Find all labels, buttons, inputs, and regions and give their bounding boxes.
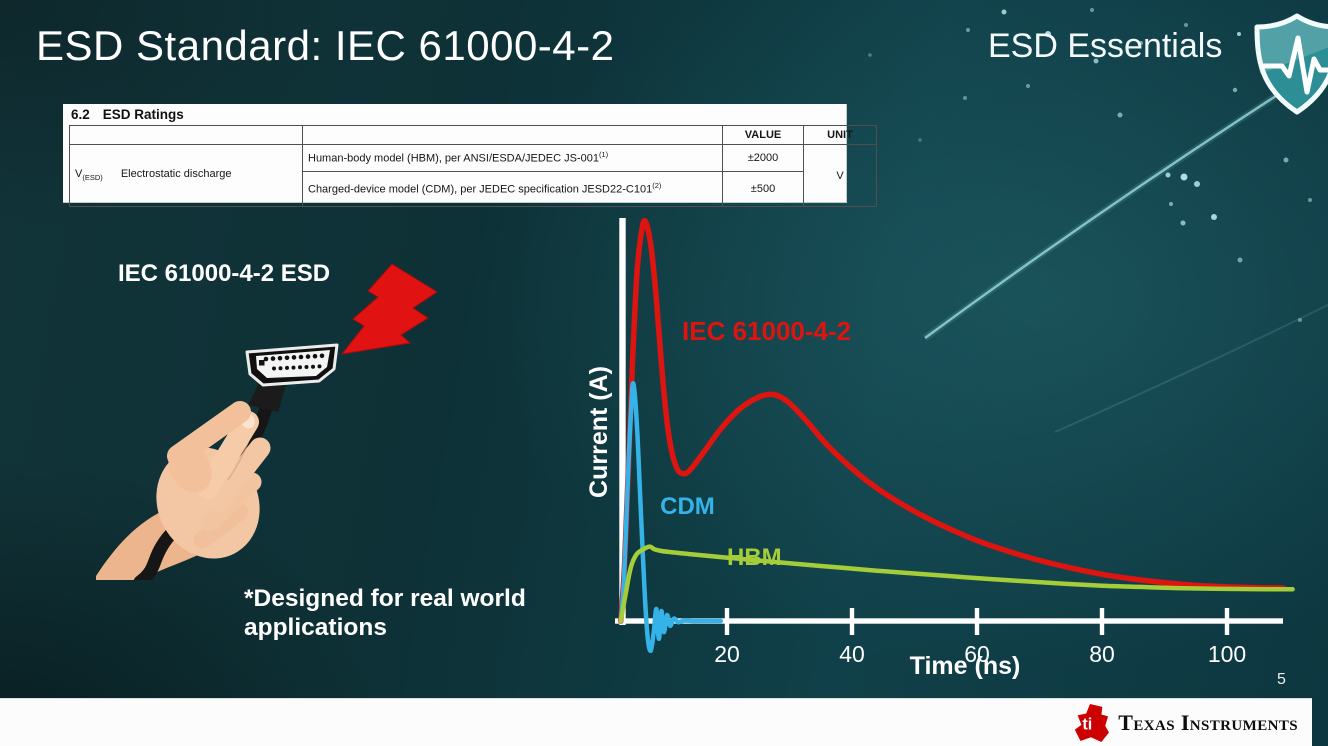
series-curve-cdm xyxy=(618,381,724,654)
ti-wordmark: Texas Instruments xyxy=(1118,710,1298,735)
x-axis-tick xyxy=(724,608,730,635)
series-label: IEC 61000-4-2 xyxy=(682,316,851,346)
x-tick-label: 100 xyxy=(1208,641,1246,667)
chart-y-axis-label: Current (A) xyxy=(585,366,613,498)
ti-logo: ti Texas Instruments xyxy=(1071,699,1298,746)
table-header-row: VALUE UNIT xyxy=(69,125,877,145)
x-tick-label: 80 xyxy=(1089,641,1115,667)
chart-x-axis-label: Time (ns) xyxy=(909,652,1021,680)
starfield-decoration xyxy=(868,8,1312,322)
illustration-caption: IEC 61000-4-2 ESD xyxy=(118,260,331,287)
hand-hdmi-esd-illustration xyxy=(96,263,438,580)
x-axis-tick xyxy=(849,608,855,635)
series-label: HBM xyxy=(727,544,782,571)
y-axis-line xyxy=(619,218,626,625)
hbm-value: ±2000 xyxy=(722,144,804,172)
cdm-value: ±500 xyxy=(722,171,804,207)
thumb xyxy=(167,401,251,467)
x-tick-label: 40 xyxy=(839,641,865,667)
lightning-bolt-icon xyxy=(340,263,438,355)
header-unit: UNIT xyxy=(803,125,877,145)
cdm-description: Charged-device model (CDM), per JEDEC sp… xyxy=(302,171,723,207)
page-number: 5 xyxy=(1277,671,1286,688)
unit-cell: V xyxy=(803,144,877,207)
x-tick-label: 20 xyxy=(714,641,740,667)
series-curve-hbm xyxy=(618,544,1295,624)
pinky-finger xyxy=(193,503,249,549)
light-beam xyxy=(922,58,1328,433)
ti-monogram: ti xyxy=(1083,716,1093,734)
series-curve-iec-61000-4-2 xyxy=(618,217,1287,624)
x-axis-tick xyxy=(1099,608,1105,635)
parameter-symbol: V(ESD) xyxy=(75,168,103,183)
table-section-heading: 6.2 ESD Ratings xyxy=(71,107,842,122)
parameter-cell: V(ESD) Electrostatic discharge xyxy=(69,144,303,207)
illustration-footnote: *Designed for real world applications xyxy=(244,584,526,643)
parameter-name: Electrostatic discharge xyxy=(120,168,232,181)
esd-waveform-chart: 20 40 60 80 100 IEC 61000-4-2 CDM HBM xyxy=(615,217,1295,667)
section-title: ESD Ratings xyxy=(102,107,184,122)
x-axis-tick xyxy=(974,608,980,635)
footer-bar: ti Texas Instruments xyxy=(0,698,1312,746)
ti-bug-icon: ti xyxy=(1075,704,1110,742)
index-finger xyxy=(197,411,259,499)
hdmi-connector-icon xyxy=(245,343,339,387)
section-number: 6.2 xyxy=(71,107,90,122)
footnote-line1: *Designed for real world xyxy=(244,585,526,612)
esd-ratings-table: VALUE UNIT V(ESD) Electrostatic discharg… xyxy=(69,125,877,207)
header-empty-cell xyxy=(69,125,303,145)
x-axis-tick xyxy=(1224,608,1230,635)
page-title: ESD Standard: IEC 61000-4-2 xyxy=(36,22,615,69)
esd-ratings-panel: 6.2 ESD Ratings VALUE UNIT V(ESD) Electr… xyxy=(63,104,877,207)
header-empty-cell xyxy=(302,125,723,145)
footnote-line2: applications xyxy=(244,614,387,642)
hbm-description: Human-body model (HBM), per ANSI/ESDA/JE… xyxy=(302,144,723,172)
esd-shield-logo-icon xyxy=(1254,13,1328,115)
series-label: CDM xyxy=(660,493,715,520)
header-value: VALUE xyxy=(722,125,804,145)
middle-finger xyxy=(207,437,271,513)
table-row: V(ESD) Electrostatic discharge Human-bod… xyxy=(69,144,877,207)
series-brand-title: ESD Essentials xyxy=(988,27,1223,65)
table-row: Charged-device model (CDM), per JEDEC sp… xyxy=(70,171,877,207)
x-tick-label: 60 xyxy=(964,641,990,667)
x-axis-line xyxy=(615,618,1283,624)
plug-shaft xyxy=(248,378,288,412)
